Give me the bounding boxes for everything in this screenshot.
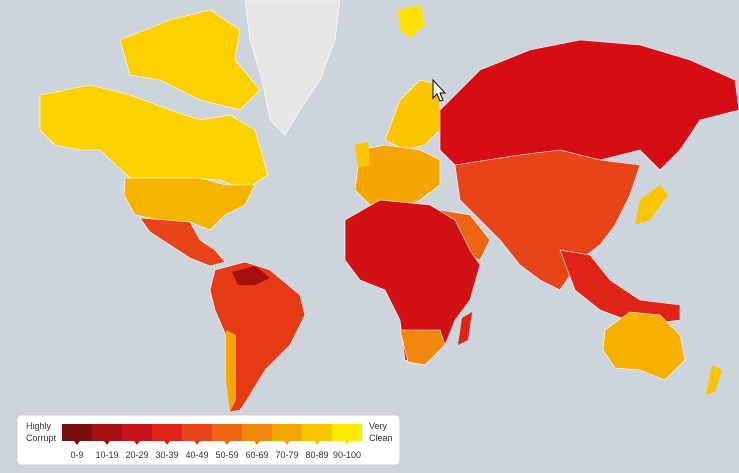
legend-swatch: [272, 424, 302, 441]
legend-swatch: [152, 424, 182, 441]
legend-swatch: [182, 424, 212, 441]
southern-africa: [399, 329, 446, 366]
africa: [344, 199, 481, 366]
greenland: [244, 0, 341, 136]
legend: Highly Corrupt Very Clean 0-9 10-19 20-29 3…: [16, 414, 401, 466]
usa: [123, 177, 256, 231]
southeast-asia: [559, 249, 681, 326]
south-america: [209, 261, 306, 413]
legend-tick: [194, 441, 200, 445]
asia: [454, 149, 641, 291]
legend-tick: [314, 441, 320, 445]
arctic-islands: [119, 9, 261, 111]
legend-swatch: [62, 424, 92, 441]
chile: [226, 330, 236, 412]
legend-left-label: Highly: [26, 421, 52, 431]
svalbard: [398, 5, 425, 38]
legend-tick: [104, 441, 110, 445]
legend-right-label: Clean: [369, 433, 393, 443]
legend-swatch: [332, 424, 362, 441]
legend-bin-label: 90-100: [333, 450, 361, 460]
uk: [355, 142, 370, 168]
legend-swatch: [122, 424, 152, 441]
japan: [635, 185, 668, 225]
legend-bin-label: 10-19: [95, 450, 118, 460]
mexico: [139, 217, 226, 267]
legend-swatch: [242, 424, 272, 441]
legend-tick: [284, 441, 290, 445]
legend-bin-label: 30-39: [155, 450, 178, 460]
australia: [602, 311, 686, 381]
mouse-cursor: [432, 78, 447, 102]
scandinavia: [384, 79, 441, 151]
legend-tick: [134, 441, 140, 445]
legend-bin-label: 0-9: [70, 450, 83, 460]
legend-bin-label: 50-59: [215, 450, 238, 460]
legend-bin-label: 40-49: [185, 450, 208, 460]
legend-tick: [74, 441, 80, 445]
western-europe: [354, 144, 441, 211]
legend-tick: [224, 441, 230, 445]
legend-left-label: Corrupt: [26, 433, 57, 443]
legend-tick: [164, 441, 170, 445]
legend-swatch: [302, 424, 332, 441]
legend-bin-label: 80-89: [305, 450, 328, 460]
legend-tick: [254, 441, 260, 445]
legend-bin-label: 70-79: [275, 450, 298, 460]
new-zealand: [706, 365, 722, 395]
venezuela: [232, 266, 270, 285]
legend-swatch: [92, 424, 122, 441]
legend-swatch: [212, 424, 242, 441]
legend-bin-label: 60-69: [245, 450, 268, 460]
legend-bin-label: 20-29: [125, 450, 148, 460]
madagascar: [458, 312, 472, 345]
legend-right-label: Very: [369, 421, 388, 431]
legend-tick: [344, 441, 350, 445]
russia: [439, 39, 739, 171]
